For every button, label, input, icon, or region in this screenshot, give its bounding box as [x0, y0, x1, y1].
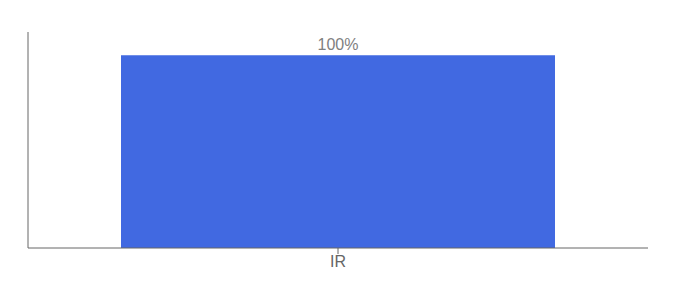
svg-text:100%: 100% — [318, 36, 359, 53]
svg-text:IR: IR — [330, 253, 346, 270]
